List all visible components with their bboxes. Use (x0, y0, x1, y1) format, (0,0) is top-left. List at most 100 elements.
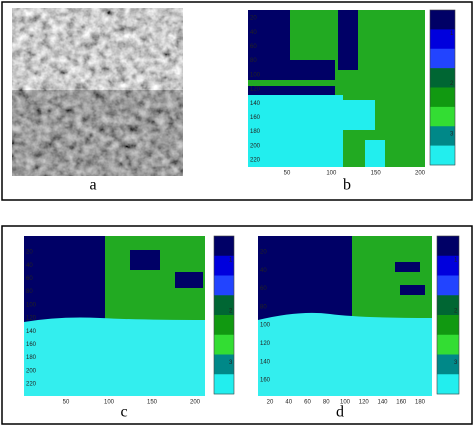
y-tick-label: 180 (250, 129, 261, 135)
colorbar-label: 1 (454, 257, 458, 263)
x-tick-label: 120 (359, 400, 370, 406)
y-tick-label: 180 (26, 355, 37, 361)
panel-label: a (89, 177, 96, 194)
colorbar-frame (429, 9, 456, 166)
y-tick-label: 20 (260, 250, 267, 256)
x-tick-label: 200 (415, 171, 426, 177)
y-tick-label: 40 (26, 263, 33, 269)
colorbar-label: 1 (229, 257, 233, 263)
y-tick-label: 140 (250, 101, 261, 107)
x-tick-label: 100 (104, 400, 115, 406)
map-c (24, 236, 205, 396)
x-tick-label: 100 (326, 171, 337, 177)
colorbar-band (437, 236, 459, 257)
colorbar-band (214, 315, 234, 336)
colorbar-band (437, 334, 459, 355)
colorbar-label: 2 (450, 81, 454, 87)
colorbar-label: 2 (454, 309, 458, 315)
panel-label: d (336, 404, 344, 421)
colorbar-band (214, 295, 234, 316)
map-region (258, 312, 432, 396)
x-tick-label: 60 (304, 400, 311, 406)
colorbar-label: 1 (450, 31, 454, 37)
y-tick-label: 160 (26, 342, 37, 348)
micrograph-lower (12, 90, 183, 176)
panel-label: c (120, 404, 127, 421)
y-tick-label: 100 (26, 302, 37, 308)
colorbar-band (214, 334, 234, 355)
y-tick-label: 200 (250, 143, 261, 149)
colorbar-band (430, 87, 455, 108)
y-tick-label: 40 (260, 268, 267, 274)
panel-label: b (343, 177, 351, 194)
y-tick-label: 140 (26, 329, 37, 335)
colorbar-band (430, 48, 455, 69)
colorbar-band (437, 374, 459, 395)
colorbar-band (437, 295, 459, 316)
x-tick-label: 160 (396, 400, 407, 406)
y-tick-label: 20 (250, 16, 257, 22)
y-tick-label: 220 (250, 158, 261, 164)
map-region (175, 272, 203, 288)
map-region (248, 95, 343, 167)
x-tick-label: 150 (371, 171, 382, 177)
colorbar-label: 3 (454, 360, 458, 366)
colorbar-band (214, 255, 234, 276)
x-tick-label: 140 (377, 400, 388, 406)
y-tick-label: 120 (260, 341, 271, 347)
map-region (340, 100, 375, 130)
colorbar-band (430, 10, 455, 30)
y-tick-label: 100 (250, 72, 261, 78)
y-tick-label: 120 (26, 316, 37, 322)
map-region (365, 140, 385, 167)
colorbar-band (214, 275, 234, 296)
colorbar-label: 3 (229, 360, 233, 366)
colorbar-frame (436, 235, 460, 395)
y-tick-label: 140 (260, 359, 271, 365)
y-tick-label: 40 (250, 30, 257, 36)
y-tick-label: 120 (250, 87, 261, 93)
y-tick-label: 80 (250, 58, 257, 64)
y-tick-label: 20 (26, 250, 33, 256)
micrograph-image (12, 8, 183, 176)
x-tick-label: 20 (267, 400, 274, 406)
map-region (24, 317, 205, 396)
colorbar-band (437, 255, 459, 276)
y-tick-label: 160 (250, 115, 261, 121)
x-tick-label: 80 (323, 400, 330, 406)
y-tick-label: 200 (26, 368, 37, 374)
colorbar-band (430, 145, 455, 166)
colorbar-band (437, 275, 459, 296)
x-tick-label: 180 (415, 400, 426, 406)
y-tick-label: 80 (260, 304, 267, 310)
map-region (400, 285, 425, 295)
map-region (338, 10, 358, 70)
map-region (130, 250, 160, 270)
colorbar-band (430, 68, 455, 88)
x-tick-label: 150 (147, 400, 158, 406)
micrograph-upper (12, 8, 183, 90)
top-frame (1, 1, 473, 201)
x-tick-label: 200 (190, 400, 201, 406)
map-d (258, 236, 432, 396)
y-tick-label: 80 (26, 289, 33, 295)
colorbar-band (430, 126, 455, 146)
map-region (352, 236, 432, 326)
y-tick-label: 220 (26, 382, 37, 388)
y-tick-label: 60 (260, 286, 267, 292)
bottom-frame (1, 225, 473, 425)
y-tick-label: 60 (26, 276, 33, 282)
map-region (248, 80, 343, 86)
colorbar-band (437, 354, 459, 375)
map-b (248, 10, 425, 167)
colorbar-band (214, 374, 234, 395)
colorbar-band (214, 354, 234, 375)
x-tick-label: 50 (63, 400, 70, 406)
colorbar-band (214, 236, 234, 257)
colorbar-band (430, 29, 455, 50)
map-region (395, 262, 420, 272)
x-tick-label: 40 (285, 400, 292, 406)
y-tick-label: 160 (260, 378, 271, 384)
